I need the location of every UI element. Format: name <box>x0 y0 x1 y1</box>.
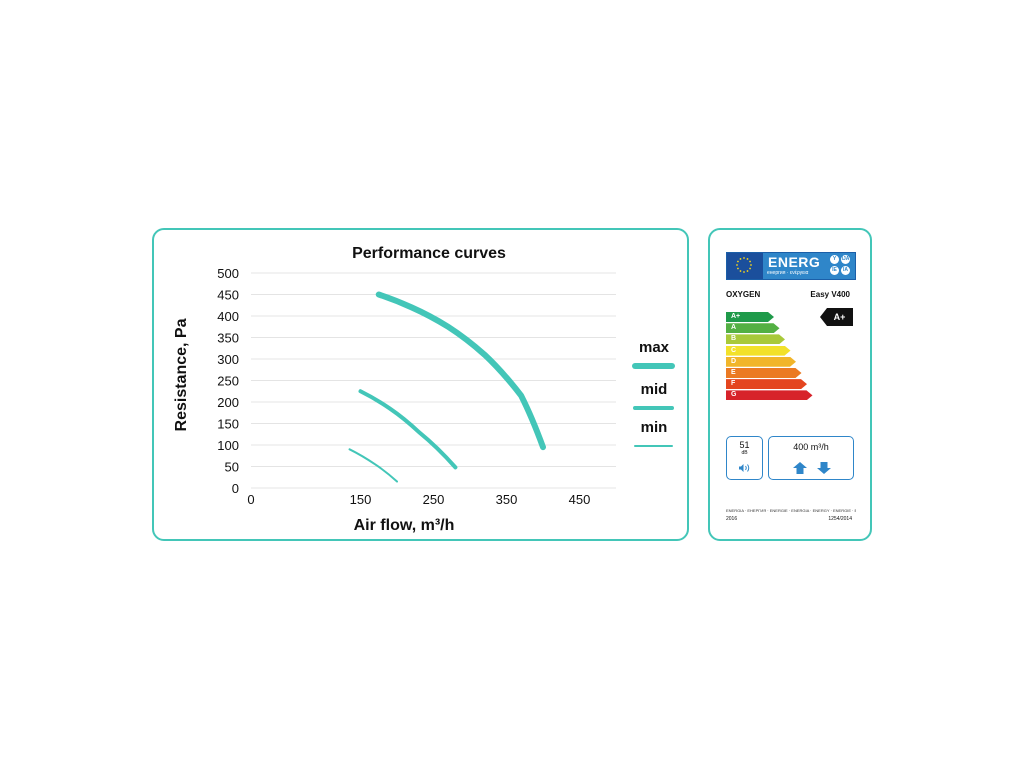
speaker-icon <box>739 464 750 472</box>
energ-banner: ENERG енергия · ενέργεια Y IJA IE IA <box>763 253 855 279</box>
y-tick-label: 50 <box>225 460 239 475</box>
y-tick-label: 350 <box>217 331 239 346</box>
energy-label-header: ENERG енергия · ενέργεια Y IJA IE IA <box>726 252 856 280</box>
air-flow-box: 400 m³/h <box>768 436 854 480</box>
energy-class-bar: D <box>726 357 796 367</box>
series-line-min <box>348 448 398 483</box>
energy-label-card: ENERG енергия · ενέργεια Y IJA IE IA OXYGEN… <box>708 228 872 541</box>
energy-class-bar: A+ <box>726 312 774 322</box>
eu-star-icon <box>736 264 738 266</box>
label-languages: ENERGIA · ЕНЕРГИЯ · ENERGIE · ENERGIA · … <box>726 508 856 513</box>
y-tick-label: 500 <box>217 266 239 281</box>
supplier-name: OXYGEN <box>726 290 761 299</box>
language-dot: IJA <box>841 255 850 264</box>
y-tick-label: 400 <box>217 309 239 324</box>
eu-star-icon <box>737 267 739 270</box>
energy-rating-arrow: A+ <box>820 308 853 326</box>
y-tick-label: 100 <box>217 438 239 453</box>
model-name: Easy V400 <box>810 290 850 299</box>
y-tick-label: 150 <box>217 417 239 432</box>
y-axis-label: Resistance, Pa <box>173 318 190 431</box>
y-tick-label: 0 <box>232 481 239 496</box>
eu-star-icon <box>739 258 742 260</box>
y-tick-label: 200 <box>217 395 239 410</box>
eu-star-icon <box>743 257 745 259</box>
x-tick-label: 450 <box>569 492 591 507</box>
y-tick-label: 300 <box>217 352 239 367</box>
eu-star-icon <box>749 267 751 270</box>
eu-star-icon <box>746 270 749 272</box>
energy-class-scale: A+ A B C D E F G <box>726 312 813 402</box>
performance-chart-card: Performance curves 0 50 100 150 200 250 300 350… <box>152 228 689 541</box>
eu-star-icon <box>746 258 749 260</box>
energ-subtitle: енергия · ενέργεια <box>767 270 809 276</box>
eu-star-icon <box>750 264 752 266</box>
energy-class-bar: G <box>726 390 813 400</box>
y-tick-label: 250 <box>217 374 239 389</box>
chart-title: Performance curves <box>352 245 506 262</box>
x-tick-label: 250 <box>423 492 445 507</box>
eu-star-icon <box>737 260 739 263</box>
energy-class-bar: B <box>726 334 785 344</box>
x-tick-label: 350 <box>496 492 518 507</box>
noise-level-box: 51 dB <box>726 436 763 480</box>
eu-flag-icon <box>727 253 763 279</box>
legend-label-min: min <box>641 419 668 436</box>
energy-class-bar: C <box>726 346 791 356</box>
language-dot: Y <box>830 255 839 264</box>
air-flow-value: 400 m³/h <box>793 442 829 452</box>
energy-class-bar: F <box>726 379 807 389</box>
y-tick-label: 450 <box>217 288 239 303</box>
noise-value: 51 <box>739 440 750 450</box>
x-tick-label: 150 <box>350 492 372 507</box>
energ-word: ENERG <box>768 254 821 270</box>
legend-label-mid: mid <box>641 381 668 398</box>
energy-class-bar: E <box>726 368 802 378</box>
series-line-mid <box>358 389 458 470</box>
noise-unit: dB <box>741 450 748 456</box>
legend-label-max: max <box>639 339 670 356</box>
language-dot: IA <box>841 266 850 275</box>
series-line-max <box>375 291 546 451</box>
eu-star-icon <box>743 271 745 273</box>
energy-class-bar: A <box>726 323 780 333</box>
performance-chart: Performance curves 0 50 100 150 200 250 300 350… <box>173 245 675 534</box>
label-year: 2016 <box>726 516 738 522</box>
language-dot: IE <box>830 266 839 275</box>
x-tick-label: 0 <box>247 492 254 507</box>
eu-star-icon <box>749 260 751 263</box>
label-regulation: 1254/2014 <box>828 516 852 522</box>
x-axis-label: Air flow, m³/h <box>354 517 455 534</box>
arrow-up-down-icon <box>793 462 831 474</box>
language-dots: Y IJA IE IA <box>830 255 852 275</box>
eu-star-icon <box>739 270 742 272</box>
